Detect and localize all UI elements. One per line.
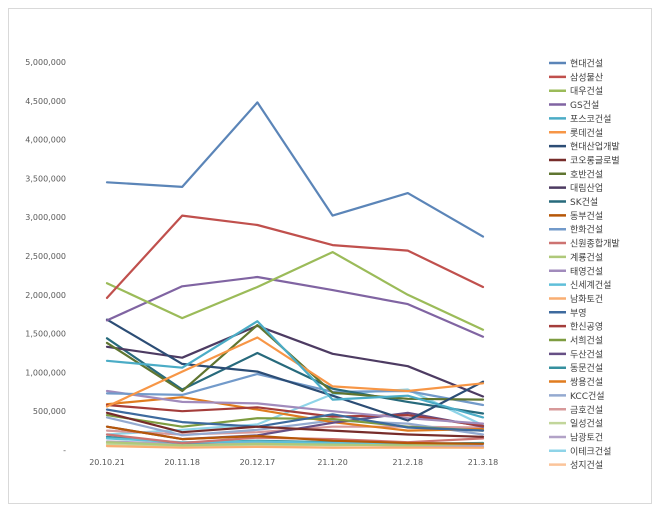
legend-label: 코오롱글로벌 [570, 155, 620, 166]
series-line [105, 251, 485, 331]
x-tick-label: 20.12.17 [240, 458, 276, 467]
y-tick-label: 2,500,000 [25, 252, 66, 261]
legend-label: 현대산업개발 [570, 142, 620, 153]
legend-label: SK건설 [570, 197, 598, 208]
y-tick-label: 500,000 [33, 407, 66, 416]
legend-label: 신세계건설 [570, 279, 611, 291]
legend-label: 남광토건 [570, 431, 603, 443]
series-line [105, 388, 485, 436]
legend-label: 태영건설 [570, 266, 603, 277]
legend-label: 신원종합개발 [570, 239, 620, 250]
legend-label: 이테크건설 [570, 446, 611, 457]
x-tick-label: 21.1.20 [317, 458, 348, 467]
series-line [105, 389, 485, 425]
legend-label: 계룡건설 [570, 251, 603, 263]
legend-label: 한신공영 [570, 322, 603, 333]
series-line [105, 445, 485, 449]
legend-label: KCC건설 [570, 391, 605, 402]
series-line [105, 411, 485, 438]
series-line [105, 403, 485, 427]
legend-label: 부영 [570, 308, 587, 319]
series-line [105, 416, 485, 437]
legend-label: 서희건설 [570, 335, 603, 347]
legend-label: 남화토건 [570, 294, 603, 305]
y-axis-ticks: - 500,000 1,000,000 1,500,000 2,000,000 2,500… [25, 58, 66, 455]
y-tick-label: 2,000,000 [25, 291, 66, 300]
series-line [105, 318, 485, 422]
y-tick-label: 5,000,000 [25, 58, 66, 67]
x-axis-ticks: 20.10.21 20.11.18 20.12.17 21.1.20 21.2.18 21… [89, 458, 498, 467]
y-tick-label: 1,000,000 [25, 368, 66, 377]
y-tick-label: 3,500,000 [25, 174, 66, 183]
series-line [105, 337, 485, 415]
x-tick-label: 21.2.18 [393, 458, 424, 467]
x-tick-label: 21.3.18 [468, 458, 499, 467]
legend-label: 포스코건설 [570, 114, 611, 125]
series-line [105, 275, 485, 338]
x-tick-label: 20.10.21 [89, 458, 125, 467]
legend-label: 호반건설 [570, 169, 603, 180]
series-line [105, 441, 485, 447]
legend-label: 동문건설 [570, 363, 603, 374]
series-line [105, 408, 485, 432]
y-tick-label: 4,000,000 [25, 136, 66, 145]
y-tick-label: - [63, 446, 66, 455]
legend-label: 대림산업 [570, 182, 603, 194]
legend-label: 금호건설 [570, 405, 603, 416]
series-line [105, 101, 485, 238]
series-lines [105, 101, 485, 449]
legend-label: 한화건설 [570, 225, 603, 236]
y-tick-label: 3,000,000 [25, 213, 66, 222]
legend-label: 동부건설 [570, 211, 603, 222]
legend-label: 성지건설 [570, 460, 603, 471]
chart-frame: - 500,000 1,000,000 1,500,000 2,000,000 2,500… [8, 8, 652, 504]
series-line [105, 320, 485, 419]
x-tick-label: 20.11.18 [164, 458, 200, 467]
series-line [105, 396, 485, 432]
legend-label: 두산건설 [570, 349, 603, 360]
y-tick-label: 4,500,000 [25, 97, 66, 106]
legend-label: 쌍용건설 [570, 377, 603, 388]
line-chart: - 500,000 1,000,000 1,500,000 2,000,000 2,500… [25, 58, 620, 471]
legend-label: 일성건설 [570, 419, 603, 430]
series-line [105, 214, 485, 299]
legend-label: 대우건설 [570, 86, 603, 97]
series-line [105, 425, 485, 445]
legend-label: GS건설 [570, 100, 599, 111]
y-tick-label: 1,500,000 [25, 330, 66, 339]
legend-label: 롯데건설 [570, 128, 603, 139]
legend-label: 삼성물산 [570, 72, 603, 83]
legend-label: 현대건설 [570, 59, 603, 70]
